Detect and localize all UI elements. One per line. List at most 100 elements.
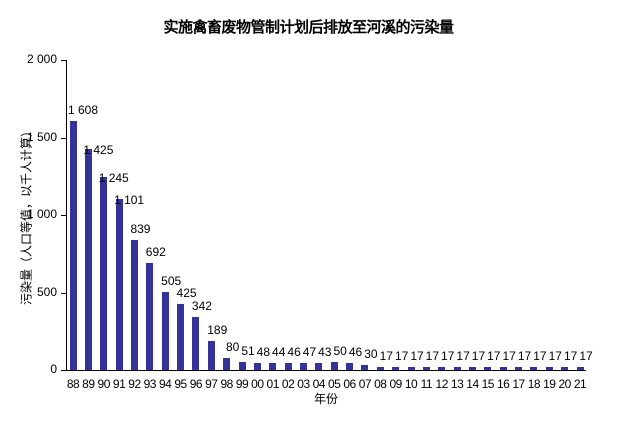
bar-value-label: 425 xyxy=(176,286,197,301)
bar xyxy=(299,362,307,370)
x-tick-label: 19 xyxy=(543,377,556,391)
bar-value-label: 17 xyxy=(441,349,455,364)
x-tick-label: 05 xyxy=(327,377,341,391)
bar xyxy=(253,362,261,370)
bar-value-label: 17 xyxy=(579,349,593,364)
bar-value-label: 46 xyxy=(348,344,363,359)
x-tick-label: 92 xyxy=(128,377,141,391)
y-tick-label: 1 500 xyxy=(26,129,57,144)
bar-value-label: 1 608 xyxy=(67,102,99,117)
bar-value-label: 17 xyxy=(471,349,486,364)
bar-value-label: 692 xyxy=(145,244,166,259)
bar xyxy=(84,149,92,370)
bar-value-label: 47 xyxy=(302,344,317,359)
y-tick-label: 2 000 xyxy=(26,52,57,66)
x-tick-label: 11 xyxy=(420,377,433,391)
bar-value-label: 17 xyxy=(410,349,424,364)
x-tick-label: 21 xyxy=(573,377,587,391)
bar xyxy=(438,367,446,370)
bar xyxy=(161,291,169,370)
bar-value-label: 48 xyxy=(256,344,271,359)
bar xyxy=(69,120,77,370)
bar xyxy=(284,362,292,370)
x-tick-label: 93 xyxy=(143,377,157,391)
x-tick-label: 94 xyxy=(158,377,172,391)
bar-value-label: 17 xyxy=(502,349,516,364)
bar-value-label: 189 xyxy=(207,322,228,337)
bar xyxy=(422,367,430,370)
y-tick xyxy=(61,370,66,371)
x-tick-label: 14 xyxy=(466,377,479,391)
x-tick-label: 97 xyxy=(205,377,218,391)
x-tick-label: 91 xyxy=(112,377,126,391)
bar-value-label: 839 xyxy=(130,221,151,236)
y-tick xyxy=(61,292,66,294)
y-tick-label: 1 000 xyxy=(26,207,57,221)
bar-value-label: 1 101 xyxy=(114,193,145,208)
bar xyxy=(545,367,553,370)
x-tick-label: 18 xyxy=(527,377,541,391)
bar-value-label: 51 xyxy=(241,344,255,359)
bar xyxy=(269,363,277,370)
x-tick-label: 88 xyxy=(66,377,80,391)
chart-title: 实施禽畜废物管制计划后排放至河溪的污染量 xyxy=(163,18,454,36)
bar-value-label: 17 xyxy=(517,349,532,364)
x-tick-label: 15 xyxy=(481,377,495,391)
bar xyxy=(361,365,369,370)
bar xyxy=(530,367,538,370)
x-tick-label: 04 xyxy=(312,377,326,391)
bar xyxy=(115,199,123,370)
bar xyxy=(177,304,185,370)
bar xyxy=(407,367,415,370)
x-axis-title: 年份 xyxy=(313,392,339,406)
bar-value-label: 50 xyxy=(333,344,347,359)
bar xyxy=(207,340,215,370)
bar-value-label: 17 xyxy=(379,349,393,364)
bar xyxy=(223,357,231,370)
bar xyxy=(453,367,461,370)
bar-value-label: 17 xyxy=(425,349,440,364)
bar-value-label: 17 xyxy=(533,349,547,364)
bar-value-label: 1 245 xyxy=(98,171,129,186)
bar-value-label: 43 xyxy=(318,345,332,360)
bar-value-label: 342 xyxy=(191,298,212,313)
x-tick-label: 90 xyxy=(97,377,111,391)
x-tick-label: 08 xyxy=(374,377,387,391)
x-tick-label: 20 xyxy=(558,377,571,391)
y-tick xyxy=(61,215,66,216)
bar-value-label: 80 xyxy=(225,339,240,354)
bar-value-label: 17 xyxy=(456,349,470,364)
x-tick-label: 00 xyxy=(251,377,264,391)
bar xyxy=(192,316,200,370)
x-tick-label: 07 xyxy=(358,377,372,391)
y-tick xyxy=(61,137,66,139)
bar xyxy=(330,362,338,370)
bar-value-label: 44 xyxy=(272,345,286,360)
bar xyxy=(238,362,246,370)
bar-value-label: 505 xyxy=(161,273,182,288)
x-tick-label: 95 xyxy=(174,377,187,391)
bar xyxy=(315,363,323,370)
y-tick-label: 500 xyxy=(36,284,57,299)
bar xyxy=(561,367,569,370)
x-tick-label: 09 xyxy=(389,377,402,391)
x-tick-label: 06 xyxy=(343,377,356,391)
x-tick-label: 03 xyxy=(297,377,310,391)
bar xyxy=(484,367,492,370)
x-tick-label: 16 xyxy=(496,377,510,391)
bar-value-label: 17 xyxy=(548,349,562,364)
x-tick-label: 89 xyxy=(82,377,95,391)
bar xyxy=(146,262,154,370)
bar-value-label: 30 xyxy=(364,347,378,362)
bar xyxy=(346,362,354,370)
bar-value-label: 46 xyxy=(287,344,301,359)
bar-value-label: 1 425 xyxy=(83,143,114,158)
y-tick xyxy=(61,60,66,61)
x-tick-label: 98 xyxy=(220,377,233,391)
bar-value-label: 17 xyxy=(563,349,578,364)
x-tick-label: 01 xyxy=(266,377,280,391)
bar xyxy=(468,367,476,370)
bar xyxy=(499,367,507,370)
bar xyxy=(100,177,108,370)
